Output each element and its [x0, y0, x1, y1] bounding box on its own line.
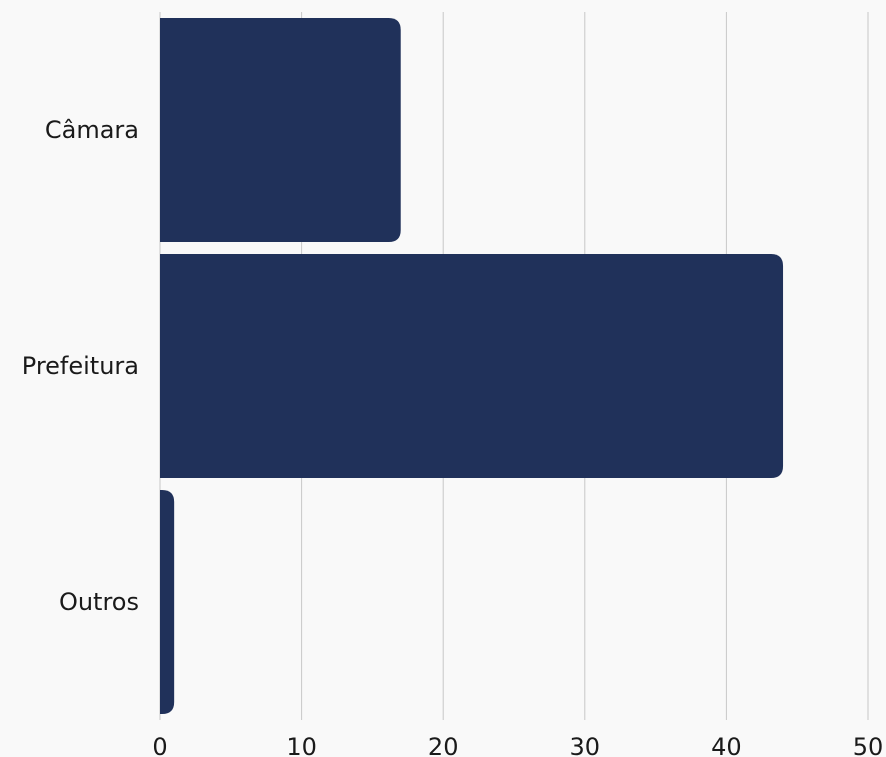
bar-outros [160, 490, 175, 714]
bars [160, 18, 784, 714]
x-tick-40: 40 [711, 733, 742, 757]
category-labels: Câmara Prefeitura Outros [22, 116, 139, 616]
x-tick-10: 10 [286, 733, 317, 757]
category-label-câmara: Câmara [45, 116, 139, 144]
x-tick-50: 50 [853, 733, 884, 757]
category-label-prefeitura: Prefeitura [22, 352, 139, 380]
bar-prefeitura [160, 254, 784, 478]
x-tick-30: 30 [570, 733, 601, 757]
x-tick-0: 0 [152, 733, 167, 757]
x-tick-labels: 0 10 20 30 40 50 [152, 733, 883, 757]
category-label-outros: Outros [59, 588, 139, 616]
bar-câmara [160, 18, 401, 242]
x-tick-20: 20 [428, 733, 459, 757]
